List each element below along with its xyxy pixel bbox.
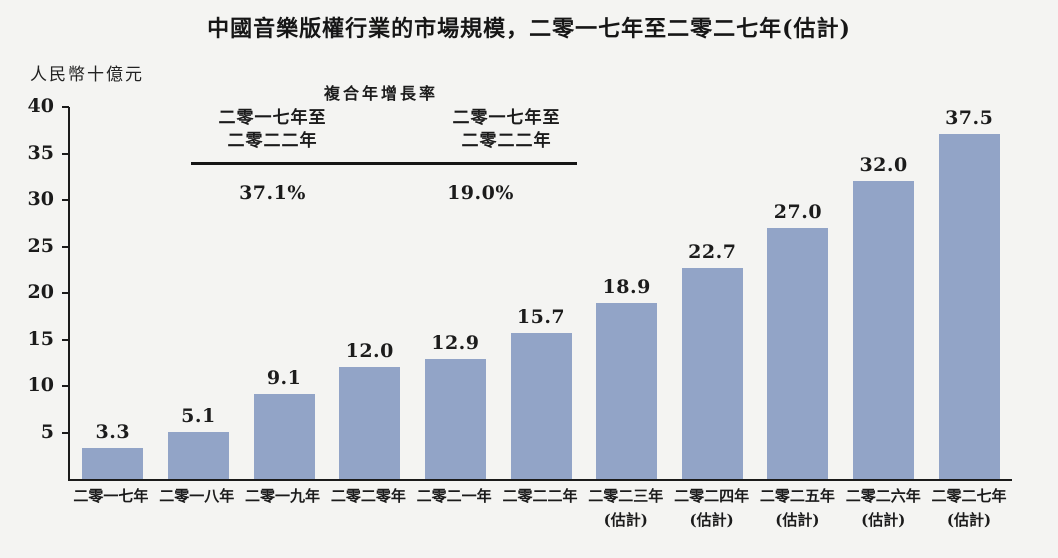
x-axis-label-year: 二零二三年 — [588, 487, 664, 505]
bar-slot-二零二四年: 22.7 — [669, 107, 755, 479]
x-axis-label-year: 二零二五年 — [759, 487, 835, 505]
cagr-value-right: 19.0% — [447, 182, 514, 204]
cagr-period-left: 二零一七年至 二零二二年 — [195, 107, 350, 153]
x-axis-label: 二零一九年 — [240, 487, 326, 530]
bar — [938, 134, 1000, 479]
bar — [510, 333, 572, 479]
x-axis-label-year: 二零一九年 — [245, 487, 321, 505]
x-axis-label: 二零二二年 — [497, 487, 583, 530]
cagr-divider-rule — [191, 162, 577, 165]
bar-value-label: 5.1 — [181, 404, 216, 427]
cagr-header: 複合年增長率 — [323, 84, 438, 103]
bar-value-label: 18.9 — [602, 276, 651, 299]
bar-slot-二零二三年: 18.9 — [584, 107, 670, 479]
bar — [339, 367, 401, 479]
y-tick-label: 20 — [27, 281, 54, 303]
y-tick-mark — [62, 338, 69, 341]
bar-value-label: 22.7 — [688, 240, 737, 263]
x-axis-label-estimate: (估計) — [946, 511, 992, 530]
bar-value-label: 15.7 — [516, 306, 566, 328]
cagr-period-right-line1: 二零一七年至 — [452, 108, 561, 128]
bar-value-label: 32.0 — [859, 154, 908, 177]
x-axis-label-year: 二零二一年 — [416, 487, 492, 505]
bar-value-label: 12.9 — [431, 332, 480, 355]
y-tick-label: 40 — [27, 95, 54, 117]
cagr-period-right-line2: 二零二二年 — [461, 130, 552, 151]
bar-slot-二零二七年: 37.5 — [926, 107, 1012, 479]
y-tick-mark — [62, 152, 69, 155]
x-axis-labels: 二零一七年 二零一八年 二零一九年 二零二零年 二零二一年 二零二二年 二零二三年 (估計) 二… — [68, 487, 1012, 530]
x-axis-label: 二零二三年 (估計) — [583, 487, 669, 530]
bar-slot-二零二零年: 12.0 — [327, 107, 413, 479]
cagr-annotation: 複合年增長率 二零一七年至 二零二二年 二零一七年至 二零二二年 37.1% 1… — [185, 80, 577, 212]
bar — [596, 303, 658, 479]
bar-value-label: 37.5 — [945, 107, 994, 129]
y-tick-label: 5 — [40, 420, 54, 443]
y-tick-mark — [62, 431, 69, 434]
bar-slot-二零一七年: 3.3 — [70, 107, 156, 479]
bar — [167, 431, 229, 479]
x-axis-label: 二零二七年 (估計) — [926, 487, 1012, 530]
x-axis-label-year: 二零二零年 — [330, 487, 406, 505]
bar — [681, 267, 743, 479]
bar-value-label: 3.3 — [95, 421, 131, 444]
x-axis-label-year: 二零一八年 — [159, 487, 235, 505]
cagr-value-left: 37.1% — [239, 182, 306, 204]
bar — [82, 448, 144, 479]
bar-value-label: 27.0 — [773, 200, 823, 223]
x-axis-label-year: 二零二四年 — [674, 487, 750, 505]
x-axis-label: 二零一八年 — [154, 487, 240, 530]
x-axis-label-estimate: (估計) — [689, 511, 734, 530]
x-axis-label-year: 二零二七年 — [931, 487, 1007, 505]
x-axis-label-estimate: (估計) — [603, 511, 648, 530]
bar — [767, 227, 829, 479]
y-tick-label: 30 — [27, 188, 54, 210]
bar-slot-二零二一年: 12.9 — [413, 107, 499, 479]
x-axis-label-estimate: (估計) — [775, 511, 820, 530]
x-axis-label: 二零二五年 (估計) — [755, 487, 841, 530]
cagr-period-left-line1: 二零一七年至 — [218, 108, 327, 128]
bar-slot-二零一八年: 5.1 — [156, 107, 242, 479]
x-axis-label-year: 二零二二年 — [502, 487, 578, 505]
bar — [253, 394, 315, 479]
bar — [424, 359, 486, 479]
y-tick-mark — [62, 106, 69, 108]
x-axis-label: 二零二四年 (估計) — [669, 487, 755, 530]
x-axis-label: 二零二一年 — [411, 487, 497, 530]
y-axis-unit-label: 人民幣十億元 — [30, 65, 144, 85]
bar-value-label: 12.0 — [345, 340, 394, 363]
bar-slot-二零二二年: 15.7 — [498, 107, 584, 479]
bar-value-label: 9.1 — [266, 367, 302, 390]
x-axis-label: 二零一七年 — [68, 487, 154, 530]
cagr-period-left-line2: 二零二二年 — [227, 130, 318, 151]
y-tick-mark — [62, 245, 69, 248]
cagr-period-right: 二零一七年至 二零二二年 — [429, 107, 584, 153]
x-axis-label-estimate: (估計) — [861, 511, 906, 530]
y-tick-label: 35 — [27, 141, 54, 164]
x-axis-label: 二零二零年 — [325, 487, 411, 530]
x-axis-label-year: 二零二六年 — [845, 487, 921, 505]
y-tick-mark — [62, 199, 69, 201]
y-tick-label: 25 — [27, 234, 54, 257]
chart-title: 中國音樂版權行業的市場規模，二零一七年至二零二七年(估計) — [207, 16, 851, 42]
y-tick-mark — [62, 385, 69, 387]
bar-slot-二零二五年: 27.0 — [755, 107, 841, 479]
bars-row: 3.3 5.1 9.1 12.0 12.9 15.7 18.9 22.7 27.0 32.0 37.… — [70, 107, 1012, 479]
y-tick-label: 10 — [27, 374, 54, 396]
bar-slot-二零一九年: 9.1 — [241, 107, 327, 479]
y-tick-label: 15 — [27, 327, 54, 350]
y-tick-mark — [62, 292, 69, 294]
bar-slot-二零二六年: 32.0 — [841, 107, 927, 479]
bar — [853, 181, 915, 479]
plot-area: 5 10 15 20 25 30 35 40 3.3 5.1 9.1 12.0 12.9 15.7 18.… — [28, 95, 1012, 481]
x-axis-label-year: 二零一七年 — [73, 487, 149, 505]
x-axis-label: 二零二六年 (估計) — [840, 487, 926, 530]
